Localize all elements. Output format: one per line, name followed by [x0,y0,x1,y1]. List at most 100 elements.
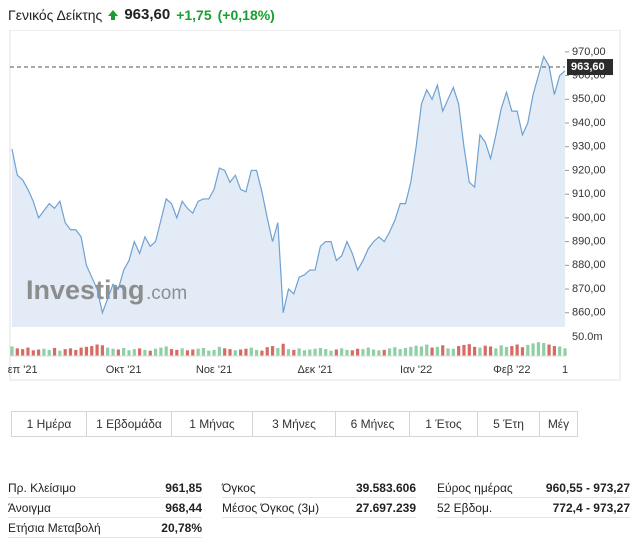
volume-bar [159,347,163,356]
volume-bar [563,348,567,356]
range-button[interactable]: 1 Εβδομάδα [86,411,172,437]
volume-bar [393,347,397,356]
change-pct: (+0,18%) [217,6,275,23]
volume-bar [382,349,386,356]
volume-bar [36,349,41,356]
y-tick-label: 910,00 [572,188,606,200]
volume-bar [483,345,487,356]
volume-bar [313,348,317,356]
volume-bar [473,346,477,356]
volume-bar [100,345,104,356]
volume-bar [260,350,264,356]
y-tick-label: 970,00 [572,46,606,58]
volume-bar [47,349,51,356]
range-button[interactable]: 3 Μήνες [252,411,336,437]
volume-tick-label: 50.0m [572,331,603,343]
volume-bar [180,348,184,356]
volume-bar [95,344,99,356]
volume-bar [345,349,349,356]
range-button[interactable]: 1 Μήνας [171,411,253,437]
volume-bar [84,346,89,356]
stat-label: 52 Εβδομ. [437,500,493,515]
volume-bar [515,344,519,356]
x-tick-label: Δεκ '21 [298,364,333,376]
volume-bar [228,349,232,356]
volume-bar [106,347,110,356]
volume-bar [340,348,344,356]
volume-bar [233,350,237,356]
volume-bar [42,348,46,356]
volume-bar [377,350,381,356]
volume-bar [164,346,168,356]
volume-bar [510,346,514,356]
stats-row: Εύρος ημέρας 960,55 - 973,27 [437,478,630,498]
volume-bar [153,348,158,356]
x-tick-label: Οκτ '21 [106,364,142,376]
stats-row: Μέσος Όγκος (3μ) 27.697.239 [222,498,416,518]
range-button[interactable]: 5 Έτη [477,411,540,437]
volume-bar [175,349,179,356]
volume-bar [15,348,19,356]
current-label: 963,60 [571,61,605,73]
volume-bar [488,346,493,356]
volume-bar [430,347,434,356]
range-button[interactable]: Μέγ [539,411,578,437]
volume-bar [68,348,73,356]
volume-bar [302,350,307,356]
range-button[interactable]: 1 Ημέρα [11,411,87,437]
price-line [11,55,566,315]
volume-bar [398,349,402,356]
volume-bar [185,350,190,356]
watermark-suffix: .com [146,283,187,304]
volume-bar [387,348,392,356]
y-tick-label: 880,00 [572,259,606,271]
volume-bar [467,344,471,356]
range-buttons: 1 Ημέρα 1 Εβδομάδα 1 Μήνας 3 Μήνες 6 Μήνες 1 … [11,411,578,437]
x-tick-label: επ '21 [8,364,38,376]
header: Γενικός Δείκτης 963,60 +1,75 (+0,18%) [8,6,275,23]
volume-bar [281,343,285,356]
stat-label: Ετήσια Μεταβολή [8,520,101,535]
volume-bar [356,348,360,356]
volume-bar [366,347,370,356]
volume-bar [478,347,482,356]
y-tick-label: 940,00 [572,117,606,129]
range-button[interactable]: 6 Μήνες [335,411,410,437]
volume-bar [31,350,35,356]
volume-bar [79,347,83,356]
volume-bar [286,349,291,356]
stat-label: Πρ. Κλείσιμο [8,480,76,495]
volume-bar [127,350,131,356]
stats-row: Πρ. Κλείσιμο 961,85 [8,478,202,498]
volume-bar [297,348,301,356]
y-tick-label: 930,00 [572,141,606,153]
y-tick-label: 870,00 [572,283,606,295]
volume-bar [116,349,120,356]
stat-label: Άνοιγμα [8,500,51,515]
volume-bar [143,349,147,356]
stats-row: Άνοιγμα 968,44 [8,498,202,518]
volume-bar [419,346,424,356]
volume-bar [446,348,450,356]
volume-bar [148,350,152,356]
volume-bar [292,349,296,356]
volume-bar [414,345,418,356]
volume-bar [138,348,142,356]
volume-bar [499,345,503,356]
x-tick-label: 1 [562,364,568,376]
volume-bar [270,346,275,356]
volume-bar [425,344,429,356]
volume-bar [547,344,551,356]
watermark: Investing [26,275,145,305]
stat-value: 961,85 [165,480,202,495]
volume-bar [494,348,498,356]
volume-bar [371,349,376,356]
stat-label: Εύρος ημέρας [437,480,513,495]
volume-bar [122,347,126,356]
range-button[interactable]: 1 Έτος [409,411,478,437]
volume-bar [244,348,248,356]
volume-bar [63,349,67,356]
up-arrow [108,9,119,20]
volume-bar [191,349,195,356]
volume-bar [10,346,14,356]
